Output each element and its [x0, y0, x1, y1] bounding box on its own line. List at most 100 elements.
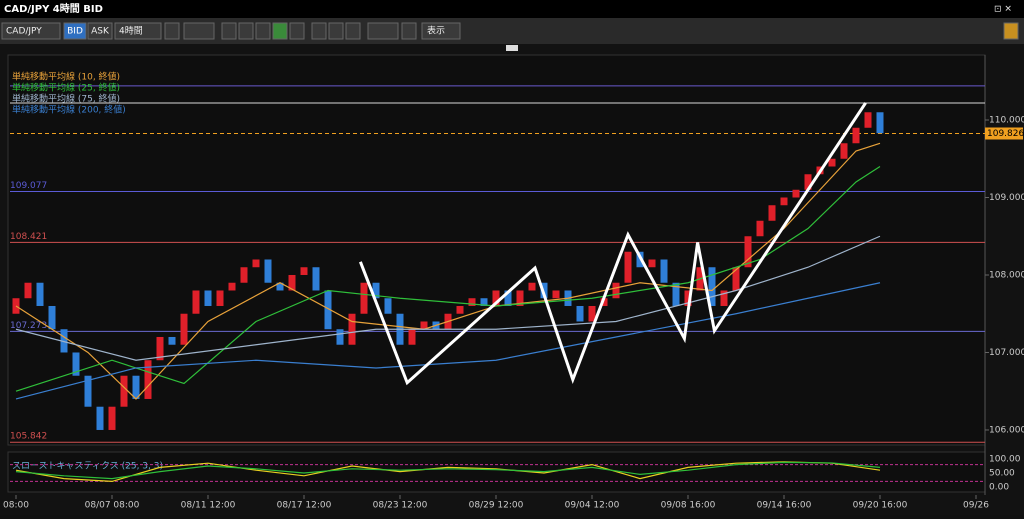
- candle: [228, 282, 236, 291]
- candle: [156, 336, 164, 361]
- candle: [48, 305, 56, 330]
- candle: [876, 112, 884, 134]
- candle: [300, 267, 308, 275]
- y-tick-label: 108.000: [989, 270, 1024, 280]
- candle: [660, 259, 668, 283]
- candle: [336, 329, 344, 345]
- candle: [780, 197, 788, 206]
- x-tick-label: 08/17 12:00: [277, 501, 332, 511]
- candle: [204, 290, 212, 306]
- collapse-handle[interactable]: [506, 45, 518, 51]
- legend-entry: 単純移動平均線 (10, 終値): [12, 71, 120, 83]
- candle: [36, 282, 44, 306]
- ask-button[interactable]: [87, 22, 113, 40]
- y-tick-label: 110.000: [989, 116, 1024, 126]
- tool-button[interactable]: [311, 22, 327, 40]
- oscillator-tick-label: 50.00: [989, 469, 1015, 479]
- x-tick-label: 08/23 12:00: [373, 501, 428, 511]
- candle: [744, 236, 752, 268]
- candle: [144, 360, 152, 399]
- x-tick-label: 09/26: [963, 501, 989, 511]
- view-button[interactable]: [421, 22, 461, 40]
- tool-button[interactable]: [328, 22, 344, 40]
- candle: [720, 290, 728, 306]
- view: 表示: [427, 25, 445, 37]
- zoom-out-button[interactable]: [238, 22, 254, 40]
- price-label: 109.826: [987, 129, 1024, 139]
- candle: [60, 329, 68, 353]
- y-tick-label: 106.000: [989, 425, 1024, 435]
- candle: [864, 112, 872, 128]
- y-tick-label: 107.000: [989, 348, 1024, 358]
- candle: [420, 321, 428, 330]
- candle: [732, 267, 740, 291]
- x-tick-label: 09/20 16:00: [853, 501, 908, 511]
- zoom-in-button[interactable]: [221, 22, 237, 40]
- candle: [384, 298, 392, 314]
- candle: [768, 205, 776, 221]
- candle: [12, 298, 20, 314]
- x-tick-label: 08:00: [3, 501, 29, 511]
- tool-button[interactable]: [289, 22, 305, 40]
- candle: [276, 282, 284, 291]
- candle: [252, 259, 260, 268]
- candle: [24, 282, 32, 299]
- oscillator-title: スローストキャスティクス (25, 3, 3): [12, 461, 163, 472]
- level-label: 105.842: [10, 432, 47, 442]
- window-buttons[interactable]: ⊡ ✕: [994, 5, 1012, 15]
- candle: [648, 259, 656, 268]
- price-pane: [7, 54, 986, 446]
- candle: [576, 305, 584, 322]
- symbol-select[interactable]: [1, 22, 61, 40]
- period-select[interactable]: [114, 22, 162, 40]
- candle: [216, 290, 224, 306]
- zigzag-drawing: [359, 102, 867, 386]
- candle: [492, 290, 500, 306]
- candle: [288, 274, 296, 291]
- candle: [348, 313, 356, 345]
- candle: [504, 290, 512, 306]
- candle: [360, 282, 368, 314]
- candle: [792, 189, 800, 198]
- draw-button[interactable]: [367, 22, 399, 40]
- candle: [240, 267, 248, 283]
- candle: [708, 267, 716, 306]
- x-tick-label: 08/07 08:00: [85, 501, 140, 511]
- candle: [96, 406, 104, 430]
- level-label: 108.421: [10, 232, 47, 242]
- x-tick-label: 09/14 16:00: [757, 501, 812, 511]
- candle: [756, 220, 764, 237]
- candle: [468, 298, 476, 306]
- candle: [852, 127, 860, 144]
- moving-average: [15, 235, 881, 361]
- period: 4時間: [119, 26, 143, 37]
- oscillator-line: [15, 461, 881, 480]
- candle: [480, 298, 488, 306]
- moving-average: [15, 282, 881, 400]
- chart-type-button[interactable]: [183, 22, 215, 40]
- bid-button[interactable]: [63, 22, 87, 40]
- tool-button[interactable]: [255, 22, 271, 40]
- tool-button[interactable]: [401, 22, 417, 40]
- candle: [612, 282, 620, 299]
- x-tick-label: 09/04 12:00: [565, 501, 620, 511]
- candle: [600, 298, 608, 306]
- y-tick-label: 109.000: [989, 193, 1024, 203]
- tool-button[interactable]: [345, 22, 361, 40]
- candle: [84, 375, 92, 407]
- tool-button[interactable]: [272, 22, 288, 40]
- candle: [804, 174, 812, 190]
- tool-button[interactable]: [164, 22, 180, 40]
- x-tick-label: 08/29 12:00: [469, 501, 524, 511]
- candle: [516, 290, 524, 306]
- candle: [264, 259, 272, 283]
- window-title: CAD/JPY 4時間 BID: [4, 2, 103, 15]
- settings-button[interactable]: [1003, 22, 1019, 40]
- legend-entry: 単純移動平均線 (25, 終値): [12, 82, 120, 94]
- candle: [456, 305, 464, 314]
- candle: [132, 375, 140, 399]
- level-label: 109.077: [10, 181, 47, 191]
- candle: [168, 336, 176, 345]
- ask: ASK: [91, 27, 110, 37]
